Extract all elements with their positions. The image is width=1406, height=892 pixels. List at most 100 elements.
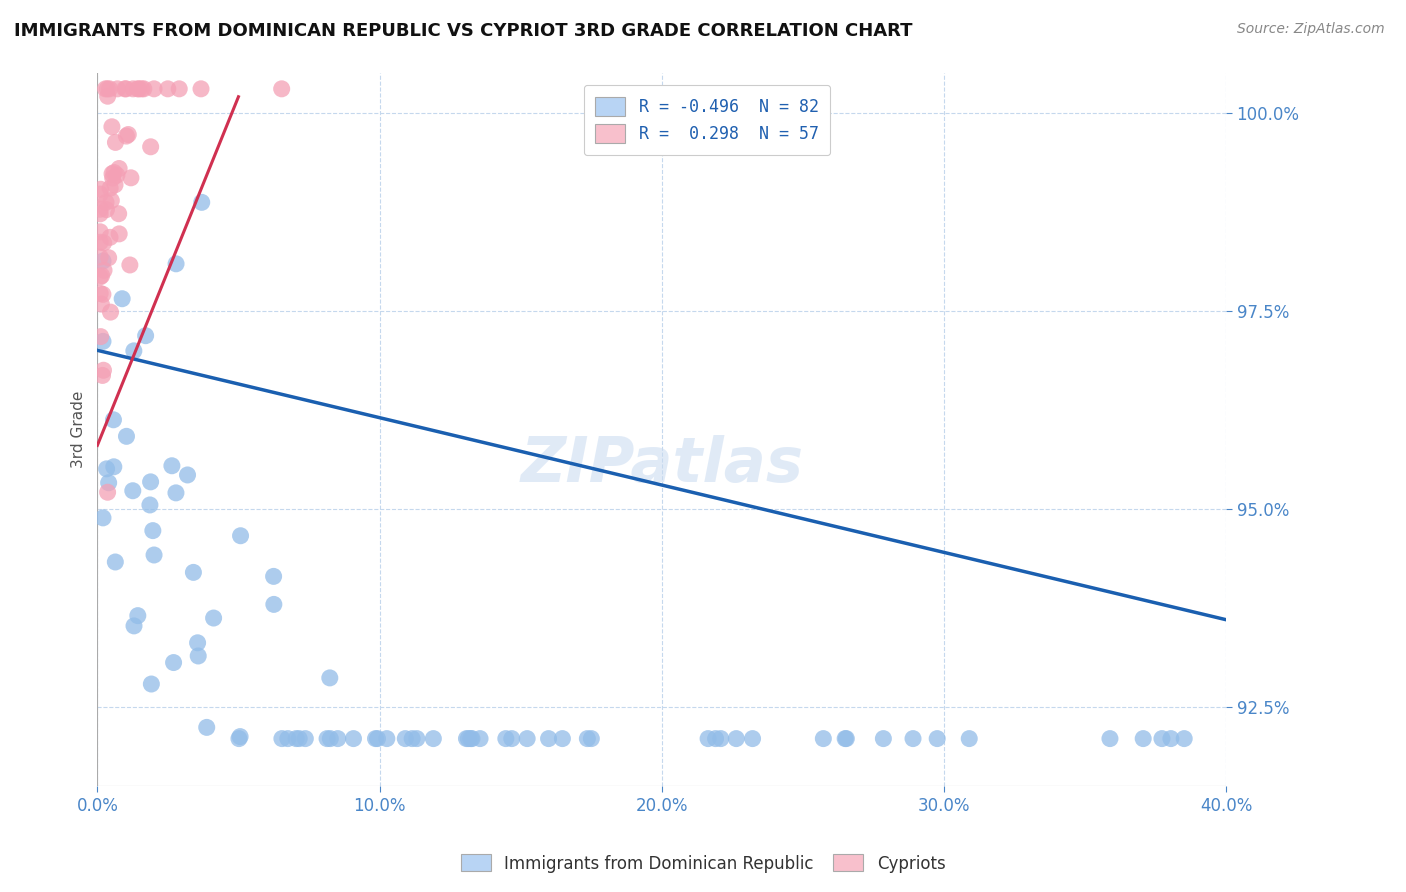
Point	[114, 82, 136, 96]
Point	[91, 287, 114, 301]
Point	[516, 731, 538, 746]
Point	[229, 529, 252, 543]
Point	[89, 235, 111, 250]
Point	[872, 731, 894, 746]
Point	[901, 731, 924, 746]
Point	[581, 731, 603, 746]
Point	[104, 178, 127, 192]
Text: ZIPatlas: ZIPatlas	[520, 435, 803, 495]
Point	[103, 459, 125, 474]
Point	[190, 82, 212, 96]
Point	[89, 286, 111, 301]
Point	[89, 225, 111, 239]
Point	[122, 82, 145, 96]
Point	[704, 731, 727, 746]
Point	[394, 731, 416, 746]
Point	[501, 731, 523, 746]
Point	[143, 82, 166, 96]
Point	[115, 429, 138, 443]
Point	[263, 598, 285, 612]
Point	[127, 608, 149, 623]
Point	[456, 731, 478, 746]
Point	[468, 731, 491, 746]
Point	[117, 128, 139, 142]
Point	[457, 731, 479, 746]
Point	[89, 202, 111, 217]
Legend: R = -0.496  N = 82, R =  0.298  N = 57: R = -0.496 N = 82, R = 0.298 N = 57	[583, 85, 831, 155]
Point	[100, 305, 122, 319]
Point	[375, 731, 398, 746]
Point	[118, 258, 141, 272]
Point	[156, 82, 179, 96]
Point	[97, 475, 120, 490]
Point	[316, 731, 339, 746]
Point	[162, 656, 184, 670]
Point	[229, 730, 252, 744]
Point	[98, 181, 121, 195]
Point	[108, 161, 131, 176]
Point	[107, 207, 129, 221]
Point	[127, 82, 149, 96]
Point	[405, 731, 427, 746]
Point	[165, 486, 187, 500]
Point	[228, 731, 250, 746]
Point	[183, 566, 205, 580]
Point	[115, 129, 138, 144]
Point	[120, 170, 142, 185]
Point	[422, 731, 444, 746]
Point	[576, 731, 599, 746]
Point	[135, 328, 157, 343]
Point	[90, 182, 112, 196]
Point	[835, 731, 858, 746]
Point	[131, 82, 153, 96]
Point	[96, 202, 118, 217]
Point	[187, 636, 209, 650]
Point	[190, 195, 212, 210]
Point	[813, 731, 835, 746]
Point	[537, 731, 560, 746]
Point	[101, 167, 124, 181]
Point	[741, 731, 763, 746]
Point	[326, 731, 349, 746]
Point	[187, 648, 209, 663]
Point	[141, 677, 163, 691]
Point	[139, 475, 162, 489]
Point	[195, 720, 218, 734]
Point	[697, 731, 720, 746]
Point	[91, 254, 114, 268]
Point	[288, 731, 311, 746]
Point	[1160, 731, 1182, 746]
Point	[89, 250, 111, 264]
Point	[104, 555, 127, 569]
Point	[270, 82, 292, 96]
Point	[139, 498, 162, 512]
Point	[103, 413, 125, 427]
Point	[495, 731, 517, 746]
Point	[1173, 731, 1195, 746]
Point	[270, 731, 292, 746]
Point	[263, 569, 285, 583]
Point	[401, 731, 423, 746]
Point	[957, 731, 980, 746]
Point	[143, 548, 166, 562]
Point	[342, 731, 364, 746]
Point	[96, 462, 118, 476]
Point	[319, 671, 342, 685]
Point	[121, 483, 143, 498]
Point	[139, 140, 162, 154]
Point	[91, 334, 114, 349]
Point	[89, 187, 111, 202]
Point	[89, 207, 111, 221]
Point	[202, 611, 225, 625]
Point	[98, 230, 121, 244]
Point	[142, 524, 165, 538]
Point	[319, 731, 342, 746]
Point	[98, 82, 121, 96]
Point	[294, 731, 316, 746]
Point	[132, 82, 155, 96]
Point	[89, 269, 111, 284]
Point	[277, 731, 299, 746]
Text: IMMIGRANTS FROM DOMINICAN REPUBLIC VS CYPRIOT 3RD GRADE CORRELATION CHART: IMMIGRANTS FROM DOMINICAN REPUBLIC VS CY…	[14, 22, 912, 40]
Point	[1150, 731, 1173, 746]
Legend: Immigrants from Dominican Republic, Cypriots: Immigrants from Dominican Republic, Cypr…	[454, 847, 952, 880]
